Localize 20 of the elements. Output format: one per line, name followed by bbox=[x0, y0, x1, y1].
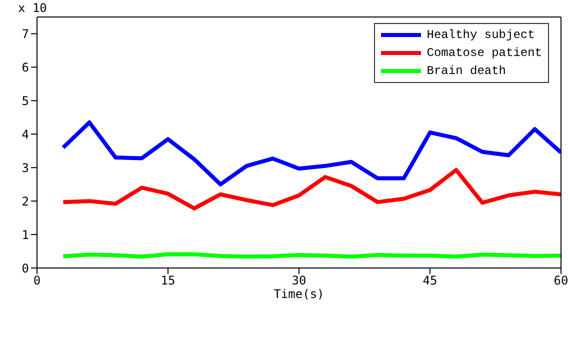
y-tick-label: 0 bbox=[22, 261, 29, 276]
x-tick-label: 15 bbox=[160, 274, 176, 288]
legend-label: Healthy subject bbox=[426, 27, 535, 44]
x-tick-label: 0 bbox=[33, 274, 41, 288]
y-tick-label: 5 bbox=[22, 94, 29, 108]
x-tick-label: 30 bbox=[292, 274, 306, 288]
x-tick-label: 60 bbox=[554, 274, 568, 288]
x-tick-label: 45 bbox=[422, 274, 438, 288]
y-tick-label: 1 bbox=[22, 228, 29, 242]
y-tick-label: 3 bbox=[22, 160, 29, 175]
y-tick-label: 6 bbox=[22, 60, 29, 74]
y-tick-label: 4 bbox=[22, 127, 29, 142]
x-axis-title: Time(s) bbox=[274, 287, 324, 301]
line-series bbox=[61, 120, 561, 186]
y-tick-label: 2 bbox=[22, 194, 29, 208]
line-series bbox=[61, 168, 561, 210]
text: x 10 bbox=[18, 1, 47, 15]
legend-label: Brain death bbox=[426, 63, 506, 80]
legend-label: Comatose patient bbox=[426, 45, 542, 62]
y-tick-label: 7 bbox=[22, 26, 29, 41]
